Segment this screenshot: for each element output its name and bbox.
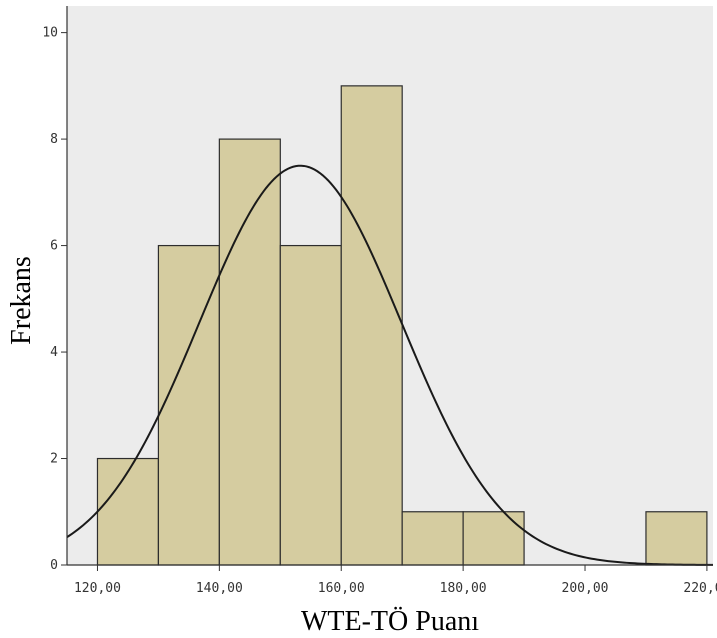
- histogram-bar: [645, 511, 708, 566]
- y-tick-label: 10: [42, 26, 58, 41]
- normal-curve-line: [66, 164, 714, 566]
- histogram-bar: [157, 244, 220, 566]
- histogram-bar: [279, 244, 342, 566]
- histogram-bar: [462, 511, 525, 566]
- histogram-bar: [96, 457, 160, 566]
- histogram-bar: [340, 85, 403, 566]
- y-axis-title: Frekans: [6, 256, 37, 345]
- x-axis-title: WTE-TÖ Puanı: [301, 606, 479, 637]
- x-tick-label: 220,00: [683, 581, 717, 596]
- y-tick-label: 8: [50, 132, 58, 147]
- x-tick-label: 180,00: [440, 581, 487, 596]
- y-tick-label: 6: [50, 239, 58, 254]
- x-tick-label: 160,00: [318, 581, 365, 596]
- histogram-bar: [401, 511, 464, 566]
- x-tick-label: 200,00: [562, 581, 609, 596]
- x-tick-label: 140,00: [196, 581, 243, 596]
- y-tick-label: 0: [50, 558, 58, 573]
- x-tick-label: 120,00: [74, 581, 121, 596]
- y-tick-label: 4: [50, 345, 58, 360]
- histogram-bar: [218, 138, 281, 566]
- y-tick-label: 2: [50, 452, 58, 467]
